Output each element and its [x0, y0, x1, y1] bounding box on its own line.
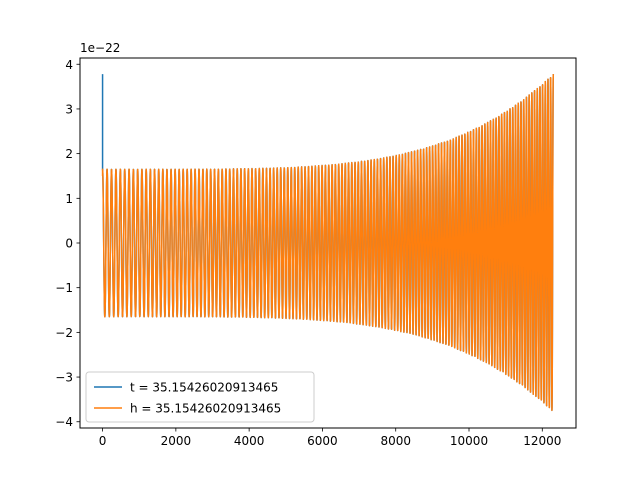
y-tick-label: 2 — [65, 147, 73, 161]
series-layer — [101, 74, 555, 412]
y-tick-label: −3 — [55, 371, 73, 385]
legend-box — [85, 371, 315, 423]
y-tick-label: −4 — [55, 415, 73, 429]
y-tick-label: 1 — [65, 192, 73, 206]
x-tick-label: 8000 — [380, 434, 411, 448]
y-tick-label: −2 — [55, 326, 73, 340]
series-line — [101, 74, 555, 412]
x-tick-label: 12000 — [523, 434, 561, 448]
y-offset-label: 1e−22 — [80, 41, 120, 55]
y-tick-label: −1 — [55, 281, 73, 295]
y-tick-label: 3 — [65, 102, 73, 116]
x-tick-label: 2000 — [161, 434, 192, 448]
x-axis: 0 2000 4000 6000 8000 10000 12000 — [99, 428, 561, 448]
x-tick-label: 4000 — [234, 434, 265, 448]
x-tick-label: 0 — [99, 434, 107, 448]
x-tick-label: 10000 — [450, 434, 488, 448]
legend: t = 35.15426020913465 h = 35.154260209134… — [85, 371, 315, 423]
y-tick-label: 0 — [65, 237, 73, 251]
legend-label: h = 35.15426020913465 — [130, 402, 281, 416]
y-axis: −4 −3 −2 −1 0 1 2 3 4 — [55, 58, 80, 429]
y-tick-label: 4 — [65, 58, 73, 72]
x-tick-label: 6000 — [307, 434, 338, 448]
legend-label: t = 35.15426020913465 — [130, 381, 278, 395]
